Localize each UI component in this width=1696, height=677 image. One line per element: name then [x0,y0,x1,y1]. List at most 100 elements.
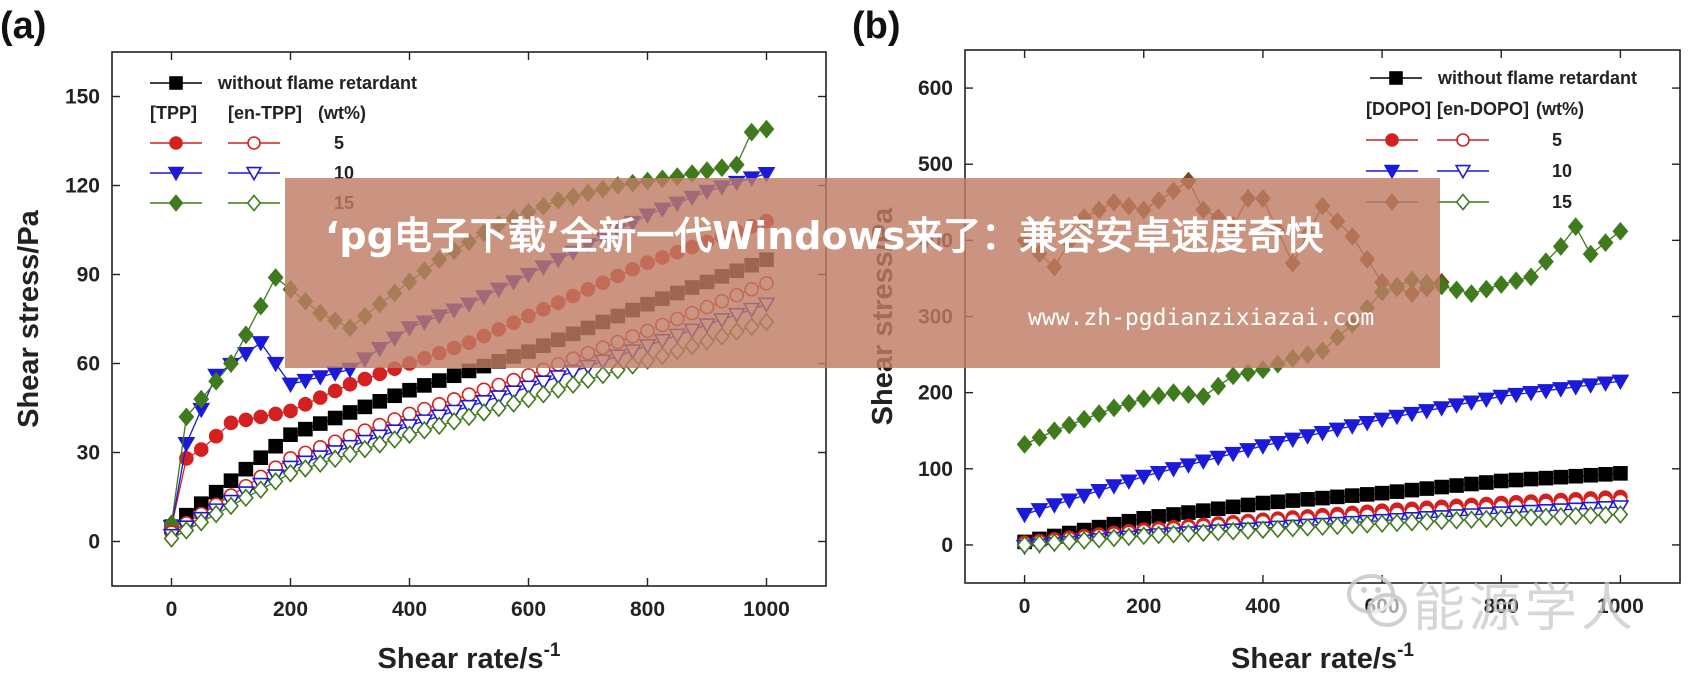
data-point [1254,439,1272,455]
legend-row-label: 15 [1552,192,1572,212]
data-point [1434,479,1449,495]
data-point [282,463,299,483]
data-point [1239,443,1257,459]
data-point [1374,485,1390,501]
legend-label: without flame retardant [1437,68,1637,88]
data-point [1493,473,1509,489]
data-point [1105,479,1123,495]
data-point [1031,534,1048,554]
data-point [386,430,403,449]
data-point [193,512,210,532]
data-point [1374,514,1390,533]
data-point [1389,484,1405,499]
data-point [1164,462,1183,478]
data-point [252,296,269,316]
watermark: 能源学人 [1345,560,1675,640]
data-point [387,388,402,404]
legend-header: [en-TPP] [228,103,302,123]
data-point [342,444,358,464]
data-point [208,484,224,500]
data-point [1151,509,1166,524]
data-point [1315,490,1330,506]
data-point [1135,389,1152,409]
data-point [475,395,493,411]
data-point [476,382,492,398]
data-point [1448,510,1465,530]
data-point [699,161,715,181]
data-point [312,416,328,431]
data-point [1344,488,1360,503]
data-point [1403,406,1421,423]
data-point [238,461,254,477]
y-tick-label: 60 [77,353,100,376]
data-point [1448,280,1465,300]
data-point [311,370,330,386]
data-point [223,473,239,488]
data-point [1283,432,1302,449]
data-point [1508,508,1525,528]
x-tick-label: 0 [166,598,178,621]
data-point [1195,387,1212,406]
y-tick-label: 200 [918,382,953,405]
data-point [1330,489,1345,505]
banner-title[interactable]: ‘pg电子下载’全新一代Windows来了：兼容安卓速度奇快 [325,214,1324,258]
ad-banner[interactable]: ‘pg电子下载’全新一代Windows来了：兼容安卓速度奇快 www.zh-pg… [285,178,1440,368]
legend-header: [en-DOPO] [1437,99,1529,119]
legend-marker [245,166,263,182]
data-point [1016,435,1033,454]
data-point [327,383,343,399]
data-point [1314,517,1331,537]
data-point [491,377,507,393]
x-tick-label: 600 [511,598,546,621]
data-point [461,387,477,402]
data-point [237,346,255,363]
data-point [193,389,210,409]
data-point [1016,535,1033,555]
data-point [506,372,521,388]
data-point [521,368,536,383]
data-point [1299,518,1316,537]
data-point [253,409,269,425]
y-tick-label: 100 [918,458,953,481]
x-tick-label: 800 [630,598,665,621]
data-point [1463,284,1480,304]
banner-url[interactable]: www.zh-pgdianzixiazai.com [1028,305,1375,331]
data-point [1582,244,1599,264]
data-point [1045,498,1064,514]
legend-label: without flame retardant [217,73,417,93]
data-point [1255,495,1271,511]
data-point [1300,492,1315,507]
data-point [1537,384,1555,400]
data-point [431,373,447,388]
x-tick-label: 1000 [1597,595,1644,618]
data-point [1284,518,1301,538]
data-point [1165,383,1182,403]
data-point [1613,466,1628,481]
data-point [1389,513,1405,533]
data-point [357,399,373,415]
data-point [1135,526,1152,546]
y-tick-label: 500 [918,153,953,176]
data-point [1060,493,1079,509]
data-point [1538,470,1554,486]
data-point [1598,467,1613,482]
data-point [268,406,283,422]
data-point [297,459,314,478]
data-point [312,390,328,405]
data-point [238,488,254,508]
legend-header: [DOPO] [1366,99,1431,119]
data-point [208,428,224,444]
data-point [1119,474,1138,490]
panel-label: (a) [0,5,46,47]
data-point [357,439,373,459]
data-point [238,325,254,345]
data-point [1210,501,1226,517]
data-point [1507,387,1526,404]
data-point [1150,525,1167,545]
x-axis-label-exponent: -1 [1397,640,1414,661]
legend-marker [1389,71,1403,85]
data-point [446,392,462,407]
data-point [1478,509,1495,529]
data-point [1462,395,1481,411]
data-point [1433,511,1450,531]
